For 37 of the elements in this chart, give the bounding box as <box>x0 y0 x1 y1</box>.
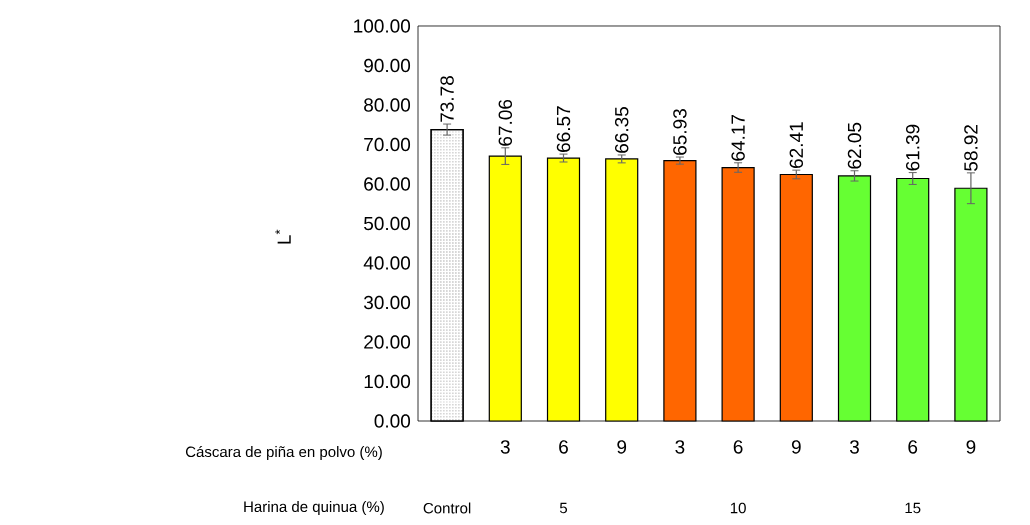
y-tick-label: 60.00 <box>364 177 411 191</box>
x-tick-label: 9 <box>617 440 627 454</box>
x-tick-label: 3 <box>500 440 510 454</box>
data-label: 67.06 <box>498 99 513 146</box>
data-label: 62.41 <box>789 122 804 168</box>
data-label: 64.17 <box>731 115 745 161</box>
data-label: 62.05 <box>847 122 862 169</box>
y-tick-label: 40.00 <box>363 256 411 270</box>
data-label: 58.92 <box>964 125 978 171</box>
x-tick-label: 3 <box>849 440 859 454</box>
y-tick-label: 100.00 <box>354 19 411 33</box>
text: 15 <box>905 502 921 514</box>
y-axis-title: L$^{*}$ <box>275 229 291 244</box>
y-tick-label: 30.00 <box>363 295 411 310</box>
text: 10 <box>730 502 746 514</box>
y-tick-label: 10.00 <box>364 374 411 389</box>
y-tick-label: 0.00 <box>374 414 411 428</box>
data-label: 61.39 <box>905 124 920 171</box>
text: 5 <box>559 502 568 514</box>
data-label: 65.93 <box>673 109 687 155</box>
data-label: 66.57 <box>556 106 571 152</box>
text: Control <box>423 502 471 514</box>
y-tick-label: 80.00 <box>364 98 411 112</box>
x-tick-label: 3 <box>675 440 685 454</box>
x-tick-label: 9 <box>966 440 976 454</box>
x-tick-label: 6 <box>559 440 568 454</box>
text: Harina de quinua (%) <box>244 501 384 515</box>
x-tick-label: 9 <box>791 440 801 454</box>
x-tick-label: 6 <box>908 440 918 454</box>
data-label: 66.35 <box>614 107 629 153</box>
text: Cáscara de piña en polvo (%) <box>185 445 382 461</box>
y-tick-label: 70.00 <box>364 137 411 152</box>
y-tick-label: 90.00 <box>364 58 411 73</box>
y-tick-label: 20.00 <box>364 335 411 349</box>
y-tick-label: 50.00 <box>364 216 411 231</box>
data-label: 73.78 <box>440 76 454 122</box>
x-tick-label: 6 <box>733 440 743 454</box>
